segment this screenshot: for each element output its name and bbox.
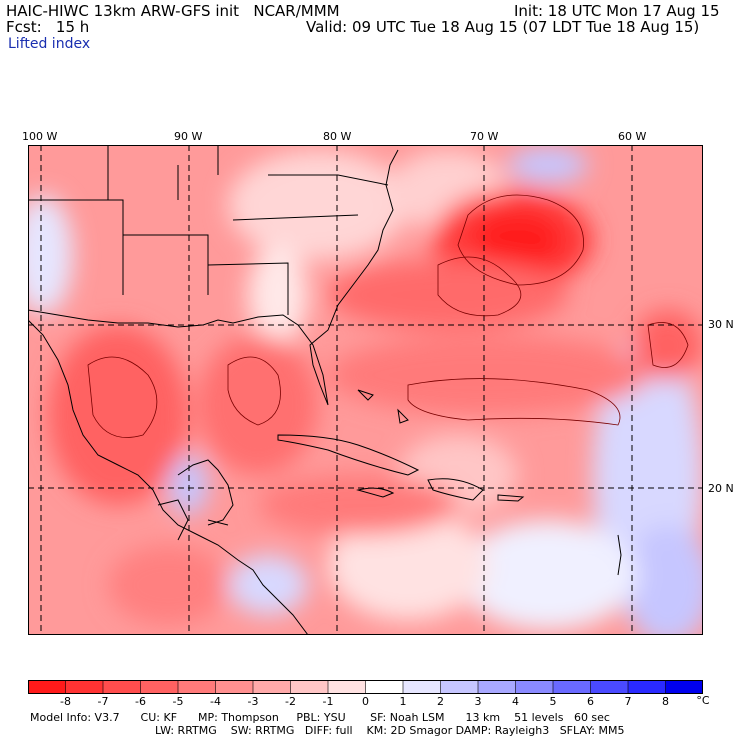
colorbar-swatch (328, 680, 366, 694)
colorbar-swatch (28, 680, 66, 694)
colorbar-swatch (215, 680, 254, 694)
model-title: HAIC-HIWC 13km ARW-GFS init NCAR/MMM (6, 2, 340, 20)
field-name: Lifted index (8, 36, 91, 52)
colorbar-tick-label: 0 (362, 695, 369, 708)
coastlines (28, 145, 399, 635)
lon-label-70w: 70 W (470, 130, 499, 143)
colorbar-swatch (628, 680, 666, 694)
colorbar-tick-label: 2 (437, 695, 444, 708)
colorbar-tick-label: -5 (172, 695, 184, 708)
colorbar-tick-label: -1 (322, 695, 334, 708)
colorbar-unit: °C (696, 694, 710, 707)
colorbar-tick-label: -4 (210, 695, 221, 708)
colorbar-tick-label: 5 (549, 695, 557, 708)
colorbar-swatch (253, 680, 291, 694)
lat-label-30n: 30 N (708, 318, 734, 331)
valid-time: Valid: 09 UTC Tue 18 Aug 15 (07 LDT Tue … (306, 18, 700, 36)
colorbar-swatch (65, 680, 104, 694)
li-contours (87, 194, 689, 438)
colorbar-tick-label: 7 (624, 695, 632, 708)
colorbar-tick-label: 1 (399, 695, 407, 708)
colorbar-swatch (365, 680, 404, 694)
colorbar (28, 680, 703, 694)
model-info-line2: LW: RRTMG SW: RRTMG DIFF: full KM: 2D Sm… (155, 724, 625, 737)
colorbar-tick-label: 4 (512, 695, 519, 708)
colorbar-tick-label: 8 (662, 695, 669, 708)
colorbar-tick-label: -2 (285, 695, 296, 708)
lon-label-100w: 100 W (22, 130, 58, 143)
lon-label-60w: 60 W (618, 130, 647, 143)
colorbar-frame (28, 680, 703, 694)
colorbar-swatch (478, 680, 516, 694)
lifted-index-map (28, 145, 703, 635)
colorbar-swatch (290, 680, 329, 694)
colorbar-swatch (178, 680, 216, 694)
colorbar-tick-label: 6 (587, 695, 594, 708)
init-time: Init: 18 UTC Mon 17 Aug 15 (514, 2, 720, 20)
lon-label-80w: 80 W (323, 130, 352, 143)
colorbar-swatch (665, 680, 703, 694)
colorbar-swatch (590, 680, 629, 694)
colorbar-tick-label: -6 (135, 695, 146, 708)
lon-label-90w: 90 W (174, 130, 203, 143)
lat-label-20n: 20 N (708, 482, 734, 495)
colorbar-swatch (553, 680, 591, 694)
colorbar-swatch (140, 680, 179, 694)
lifted-index-shading (28, 147, 703, 635)
colorbar-swatch (515, 680, 554, 694)
colorbar-swatch (440, 680, 479, 694)
colorbar-tick-label: -3 (247, 695, 259, 708)
colorbar-tick-label: -8 (60, 695, 71, 708)
colorbar-tick-label: 3 (474, 695, 482, 708)
caribbean-islands (277, 389, 622, 576)
model-info-line1: Model Info: V3.7 CU: KF MP: Thompson PBL… (30, 711, 610, 724)
forecast-hour: Fcst: 15 h (6, 18, 90, 36)
lat-lon-grid (28, 145, 703, 635)
colorbar-tick-label: -7 (97, 695, 109, 708)
colorbar-swatch (403, 680, 441, 694)
colorbar-swatch (103, 680, 141, 694)
